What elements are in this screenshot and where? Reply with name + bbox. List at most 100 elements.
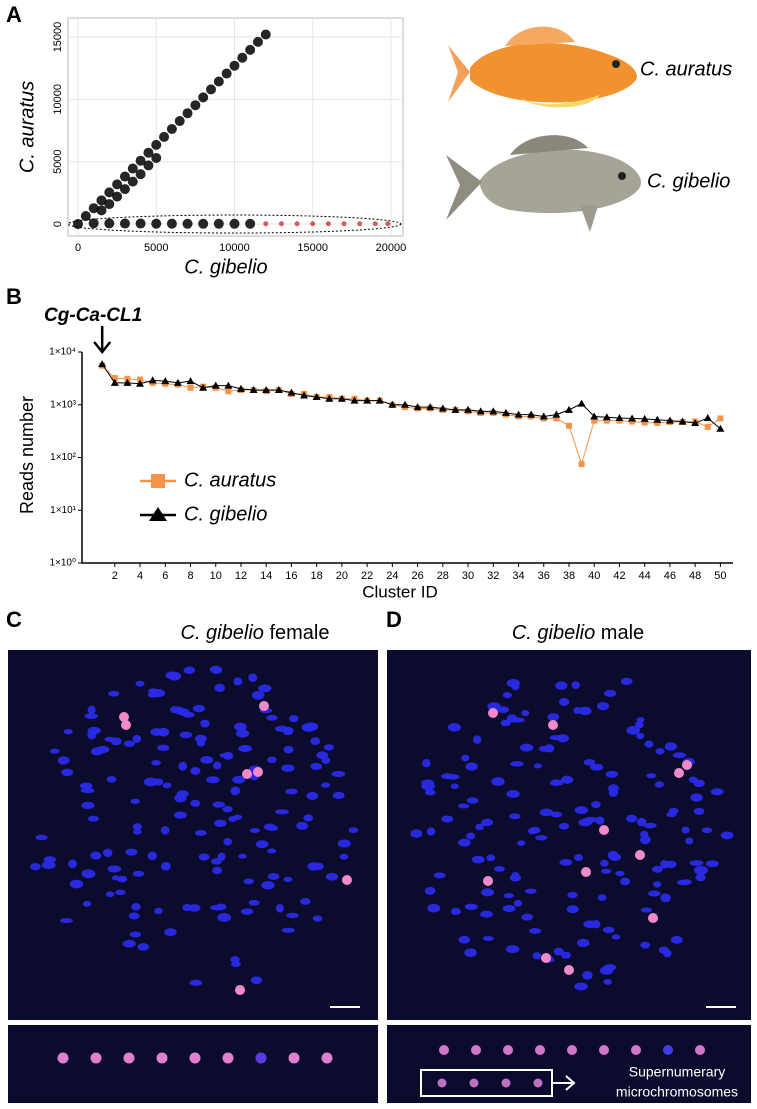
chromosome [640,941,651,949]
microchromosome [682,760,692,770]
x-tick-label: 30 [462,570,474,582]
chromosome [215,903,227,911]
chromosome [481,888,494,897]
chromosome [255,840,269,849]
chromosome [615,870,625,877]
scatter-point [174,116,185,127]
chromosome [132,734,142,743]
data-marker [464,405,473,413]
series-line [101,365,721,466]
sex: female [269,622,329,644]
microchromosome [488,708,498,718]
data-marker [451,405,460,413]
data-marker [400,400,409,408]
plot-frame [67,17,404,237]
chromosome [486,854,496,862]
chromosome [200,756,214,764]
chromosome [473,735,482,745]
chromosome [289,715,299,723]
chromosome [559,858,573,866]
chromosome [49,748,60,754]
microchromosome [533,1078,543,1088]
chromosome [555,681,568,690]
data-marker [148,376,157,384]
microchromosome [631,1045,641,1055]
scatter-point [151,139,162,150]
chromosome [640,907,652,913]
chromosome [219,752,233,759]
x-tick-label: 5000 [144,242,168,254]
x-tick-label: 50 [714,570,726,582]
chromosome [157,727,170,737]
chromosome [178,761,188,771]
scatter-point [104,187,115,198]
chromosome [129,931,142,938]
scatter-point [263,221,269,227]
chromosome [283,876,293,883]
chromosome [571,681,580,690]
data-marker [654,420,661,427]
x-tick-label: 44 [639,570,651,582]
chromosome [681,826,690,834]
data-marker [539,412,548,420]
chromosome [664,742,677,751]
chromosome [107,865,122,873]
data-marker [577,399,586,407]
chromosome [111,875,120,881]
x-tick-label: 34 [512,570,524,582]
microchromosome [156,1052,168,1064]
chromosome [566,905,579,914]
chromosome [597,701,610,711]
micrograph-title: C. gibelio female [181,622,330,644]
chromosome [130,798,140,805]
sex: male [601,622,644,644]
chromosome [267,848,277,854]
data-marker [438,404,447,412]
chromosome [539,808,554,817]
chromosome [547,713,560,721]
chromosome [511,681,520,691]
species: C. gibelio [181,622,264,644]
chromosome [68,859,77,869]
panel-label: C [6,607,22,632]
data-marker [476,407,485,415]
chromosome [188,904,201,912]
chromosome [198,853,210,861]
data-marker [704,423,711,430]
x-tick-label: 24 [386,570,398,582]
chromosome [433,872,446,879]
chromosome [603,978,612,985]
data-marker [615,414,624,422]
chromosome [84,713,98,719]
chromosome [177,708,190,717]
chromosome [582,970,593,980]
scatter-point [206,84,217,95]
x-tick-label: 32 [487,570,499,582]
chromosome [556,734,569,743]
chromosome [125,848,138,856]
chromosome [69,879,84,889]
chromosome [281,764,295,772]
micrograph-male [387,650,751,1020]
x-tick-label: 48 [689,570,701,582]
chromosome [157,744,170,751]
data-marker [173,378,182,386]
microchromosome [242,769,252,779]
chromosome [561,775,574,784]
chromosome [427,903,441,913]
microchromosome [437,1078,447,1088]
chromosome [549,779,564,787]
chromosome [595,816,605,825]
scatter-point [252,36,263,47]
chromosome [524,888,537,894]
scatter-point [119,218,130,229]
scatter-point [143,160,154,171]
chromosome [509,813,521,820]
chromosome [210,858,222,865]
scatter-point [341,221,347,227]
chromosome [285,788,298,795]
x-tick-label: 14 [260,570,272,582]
chromosome [240,908,254,915]
x-axis-label: Cluster ID [362,582,438,601]
chromosome [604,689,617,698]
